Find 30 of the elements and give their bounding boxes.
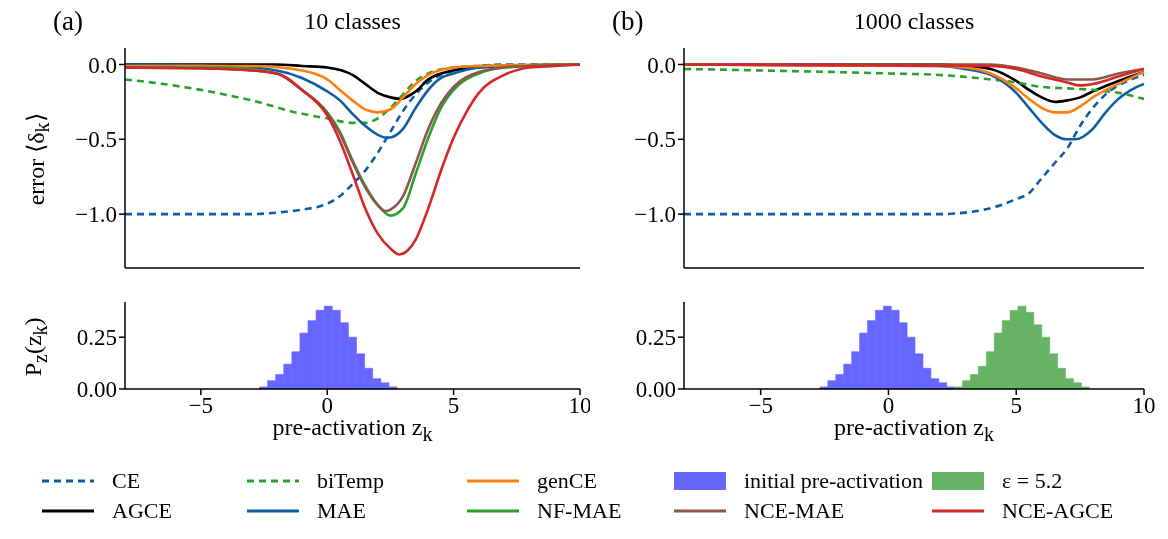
legend-label: AGCE: [112, 498, 172, 524]
y-tick-label: 0.25: [635, 325, 676, 351]
y-tick-label: −0.5: [634, 127, 676, 153]
y-tick-label: 0.00: [76, 377, 117, 403]
text: (b): [612, 6, 644, 37]
legend-label: ε = 5.2: [1002, 468, 1063, 494]
chart-title: 1000 classes: [852, 8, 976, 35]
y-tick-label: 0.00: [635, 377, 676, 403]
legend-label: genCE: [537, 468, 597, 494]
legend-label: NCE-AGCE: [1002, 498, 1114, 524]
x-tick-label: 5: [447, 393, 460, 419]
x-tick-label: −5: [188, 393, 214, 419]
y-tick-label: 0.0: [88, 52, 117, 78]
legend-label: NF-MAE: [537, 498, 622, 524]
legend-label: CE: [112, 468, 141, 494]
y-tick-label: −1.0: [75, 202, 117, 228]
y-tick-label: 0.25: [76, 325, 117, 351]
x-tick-label: 10: [568, 393, 592, 419]
legend-label: biTemp: [317, 468, 384, 494]
x-tick-label: 5: [1010, 393, 1022, 419]
y-tick-label: −1.0: [634, 202, 676, 228]
legend-label: NCE-MAE: [744, 498, 845, 524]
y-tick-label: 0.0: [647, 52, 676, 78]
text: (a): [53, 6, 83, 37]
x-tick-label: 10: [1132, 393, 1156, 419]
legend-label: MAE: [317, 498, 366, 524]
chart-title: 10 classes: [303, 8, 402, 35]
legend-label: initial pre-activation: [744, 468, 923, 494]
y-tick-label: −0.5: [75, 127, 117, 153]
x-tick-label: −5: [748, 393, 773, 419]
